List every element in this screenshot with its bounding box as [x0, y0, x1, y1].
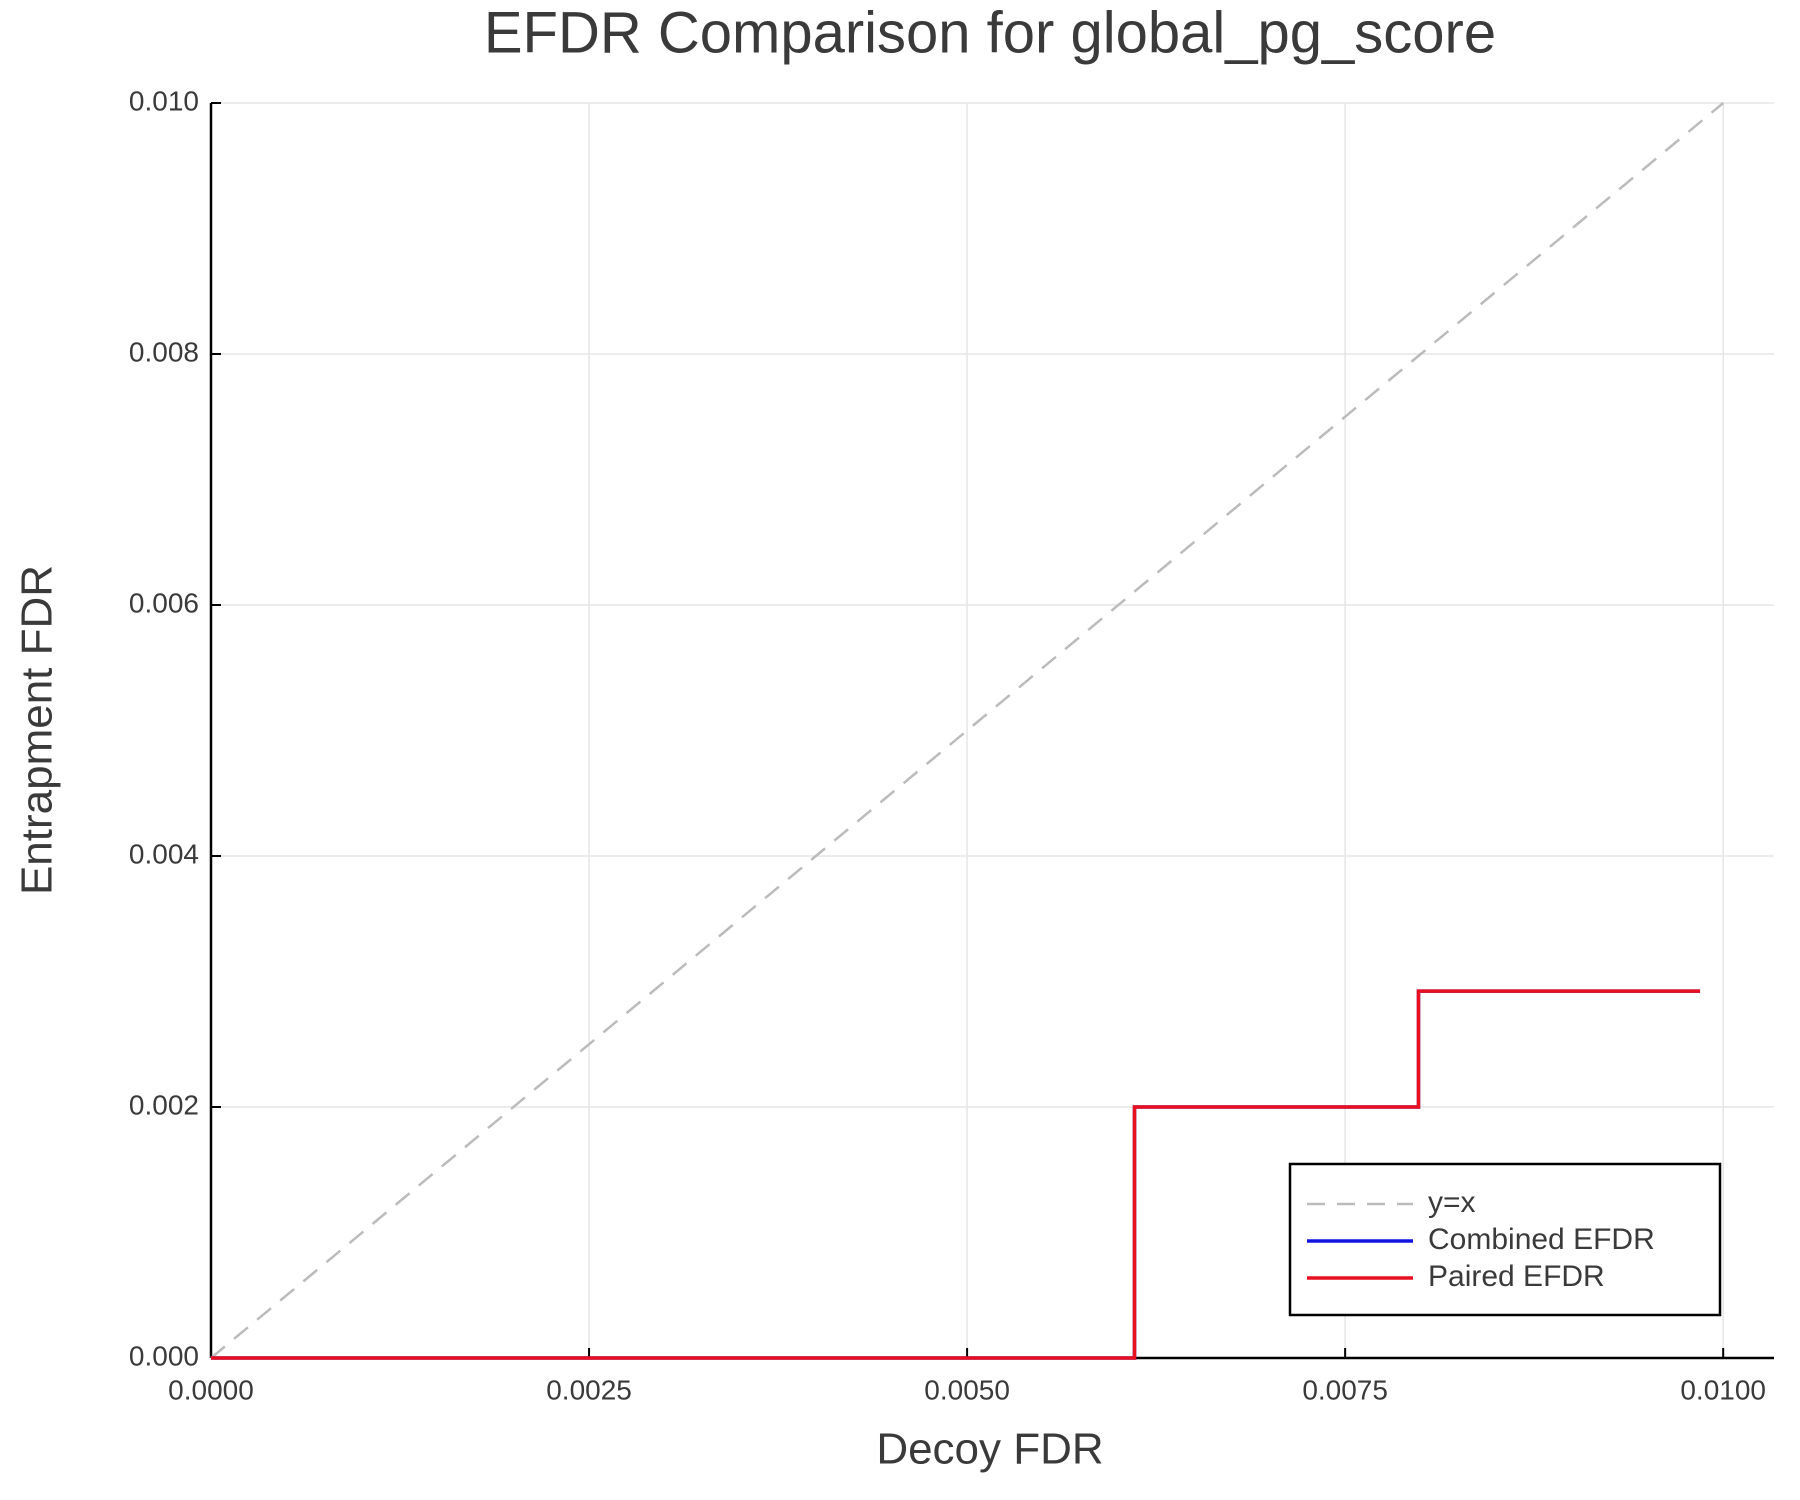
legend-label: Paired EFDR [1428, 1260, 1605, 1293]
x-axis-label: Decoy FDR [876, 1425, 1103, 1474]
x-tick-label: 0.0050 [924, 1374, 1010, 1405]
legend-label: Combined EFDR [1428, 1223, 1655, 1256]
y-tick-label: 0.002 [129, 1089, 199, 1120]
x-tick-label: 0.0100 [1680, 1374, 1766, 1405]
x-tick-label: 0.0025 [546, 1374, 632, 1405]
series-line [211, 989, 1701, 1360]
y-tick-label: 0.004 [129, 838, 199, 869]
y-tick-label: 0.010 [129, 85, 199, 116]
chart-title: EFDR Comparison for global_pg_score [484, 0, 1496, 65]
x-tick-label: 0.0000 [168, 1374, 254, 1405]
y-axis-label: Entrapment FDR [13, 565, 62, 895]
x-tick-label: 0.0075 [1302, 1374, 1388, 1405]
y-tick-label: 0.008 [129, 336, 199, 367]
y-tick-label: 0.000 [129, 1340, 199, 1371]
series-line [210, 102, 1724, 1359]
y-tick-label: 0.006 [129, 587, 199, 618]
legend-label: y=x [1428, 1186, 1476, 1219]
